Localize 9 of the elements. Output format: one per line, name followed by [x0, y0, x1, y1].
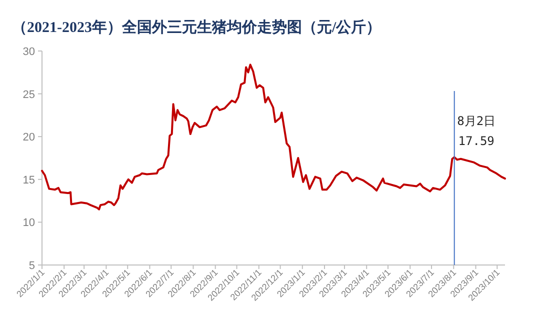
y-tick-label: 25: [22, 88, 35, 101]
y-tick-label: 5: [28, 260, 35, 272]
y-tick-label: 30: [22, 46, 35, 58]
y-tick-label: 20: [22, 132, 35, 144]
chart-title: （2021-2023年）全国外三元生猪均价走势图（元/公斤）: [12, 19, 382, 36]
annotation: 8月2日 17.59: [457, 114, 496, 148]
y-tick-label: 10: [22, 217, 35, 230]
y-tick-label: 15: [22, 174, 35, 186]
line-series: [41, 64, 506, 210]
